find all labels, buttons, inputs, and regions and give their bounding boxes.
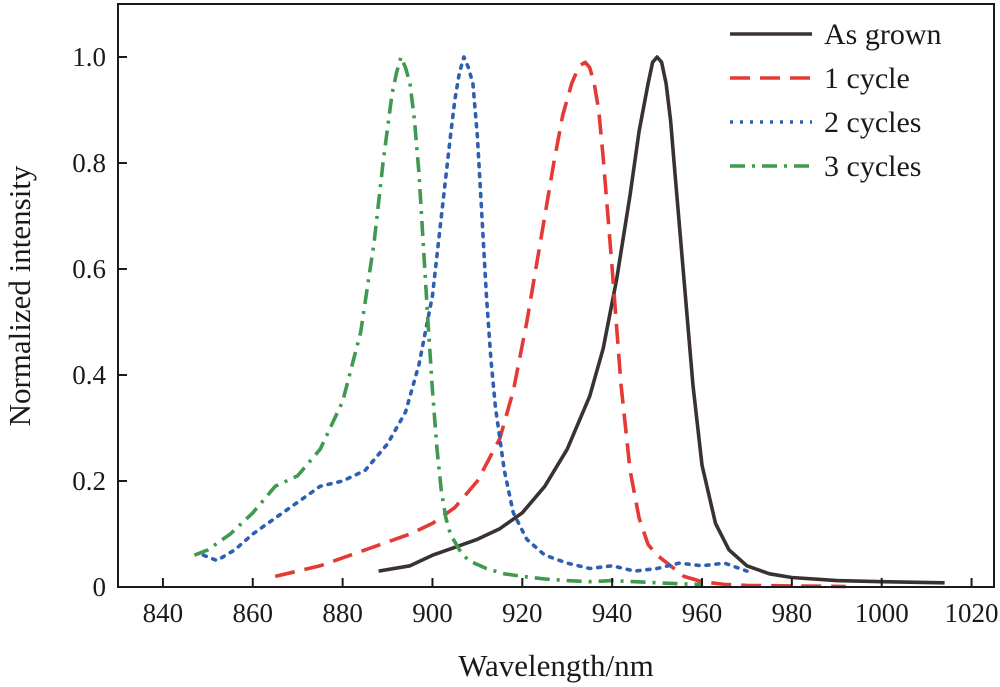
labels-layer: 840 860 880 900 920 940 960 980 1000 1020 0 0.2 0.4 0… <box>72 42 998 628</box>
x-tick-label: 980 <box>772 598 813 628</box>
y-tick-label: 0.6 <box>72 254 106 284</box>
y-tick-label: 0.2 <box>72 466 106 496</box>
x-axis-title: Wavelength/nm <box>458 648 654 683</box>
y-tick-label: 0.8 <box>72 148 106 178</box>
x-tick-label: 920 <box>502 598 543 628</box>
plot-frame <box>117 3 995 588</box>
x-tick-label: 880 <box>322 598 363 628</box>
series-layer <box>193 55 945 589</box>
x-tick-label: 940 <box>592 598 633 628</box>
y-tick-label: 1.0 <box>72 42 106 72</box>
legend-label-3: 2 cycles <box>824 106 921 139</box>
x-tick-label: 860 <box>233 598 274 628</box>
x-tick-label: 1000 <box>855 598 909 628</box>
x-tick-label: 960 <box>682 598 723 628</box>
x-tick-label: 900 <box>412 598 453 628</box>
series-line-4 <box>193 55 703 587</box>
legend-label-1: As grown <box>824 18 942 51</box>
legend-label-2: 1 cycle <box>824 62 910 95</box>
ticks-layer <box>118 56 973 588</box>
legend-label-4: 3 cycles <box>824 150 921 183</box>
series-line-1 <box>378 55 945 585</box>
series-line-3 <box>201 55 749 573</box>
y-tick-label: 0.4 <box>72 360 106 390</box>
y-tick-label: 0 <box>93 572 107 602</box>
x-tick-label: 1020 <box>945 598 999 628</box>
x-tick-label: 840 <box>143 598 184 628</box>
legend: As grown 1 cycle 2 cycles 3 cycles <box>730 18 942 183</box>
series-line-2 <box>274 60 846 589</box>
y-axis-title: Normalized intensity <box>2 165 37 426</box>
